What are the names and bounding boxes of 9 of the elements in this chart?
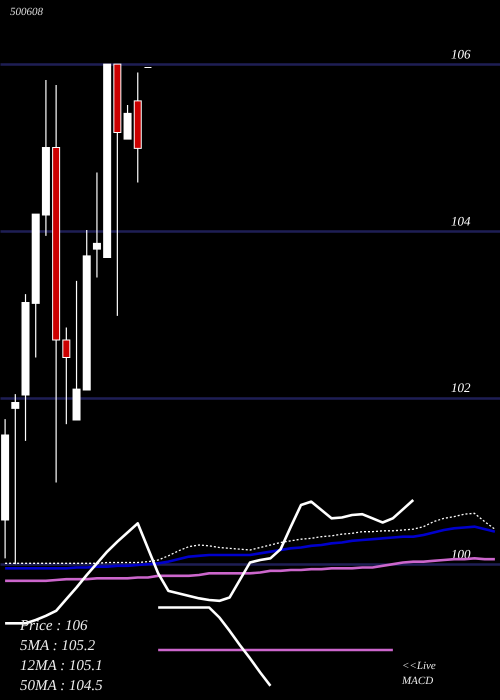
annotation: 5MA : 105.2 (20, 638, 96, 654)
y-tick-label: 102 (451, 380, 471, 395)
y-tick-label: 104 (451, 213, 471, 228)
annotation: <<Live MACD (401, 660, 436, 687)
text: 500608 (10, 6, 44, 18)
y-tick-label: 106 (451, 46, 471, 62)
annotation: 12MA : 105.1 (20, 658, 103, 674)
annotation: Price : 106 (19, 618, 88, 634)
annotation: 50MA : 104.5 (20, 678, 104, 694)
